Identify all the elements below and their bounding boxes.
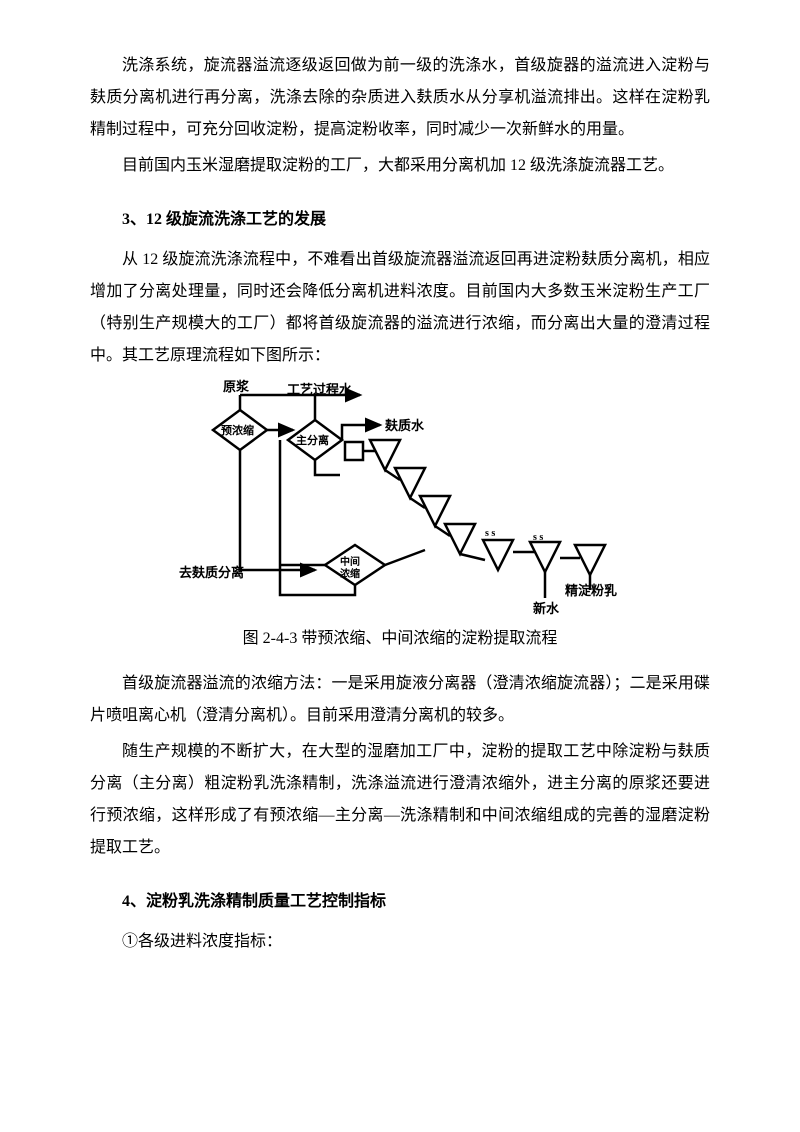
paragraph-4: 首级旋流器溢流的浓缩方法：一是采用旋液分离器（澄清浓缩旋流器）；二是采用碟片喷咀… [90, 668, 710, 732]
label-fuzhishui: 麸质水 [385, 415, 424, 434]
figure-caption: 图 2-4-3 带预浓缩、中间浓缩的淀粉提取流程 [243, 624, 558, 648]
heading-1: 3、12 级旋流洗涤工艺的发展 [90, 204, 710, 236]
label-jingdianfen: 精淀粉乳 [565, 580, 617, 599]
paragraph-3: 从 12 级旋流洗涤流程中，不难看出首级旋流器溢流返回再进淀粉麸质分离机，相应增… [90, 244, 710, 372]
paragraph-5: 随生产规模的不断扩大，在大型的湿磨加工厂中，淀粉的提取工艺中除淀粉与麸质分离（主… [90, 736, 710, 864]
label-yuanjiang: 原浆 [223, 376, 249, 395]
label-zhufenli: 主分离 [296, 432, 329, 448]
label-qufufenli: 去麸质分离 [179, 562, 244, 581]
label-yunongsuo: 预浓缩 [221, 422, 254, 438]
label-ss2: s s [533, 532, 543, 543]
paragraph-2: 目前国内玉米湿磨提取淀粉的工厂，大都采用分离机加 12 级洗涤旋流器工艺。 [90, 150, 710, 182]
heading-2: 4、淀粉乳洗涤精制质量工艺控制指标 [90, 886, 710, 918]
label-gongyishui: 工艺过程水 [287, 379, 352, 398]
paragraph-6: ①各级进料浓度指标： [90, 926, 710, 958]
figure-2-4-3: 原浆 工艺过程水 预浓缩 麸质水 主分离 去麸质分离 中间 浓缩 新水 精淀粉乳… [90, 380, 710, 664]
label-zhongjian-2: 浓缩 [340, 565, 360, 580]
label-ss1: s s [485, 528, 495, 539]
label-xinshui: 新水 [533, 598, 559, 617]
paragraph-1: 洗涤系统，旋流器溢流逐级返回做为前一级的洗涤水，首级旋器的溢流进入淀粉与麸质分离… [90, 50, 710, 146]
flowchart-diagram: 原浆 工艺过程水 预浓缩 麸质水 主分离 去麸质分离 中间 浓缩 新水 精淀粉乳… [185, 380, 615, 620]
